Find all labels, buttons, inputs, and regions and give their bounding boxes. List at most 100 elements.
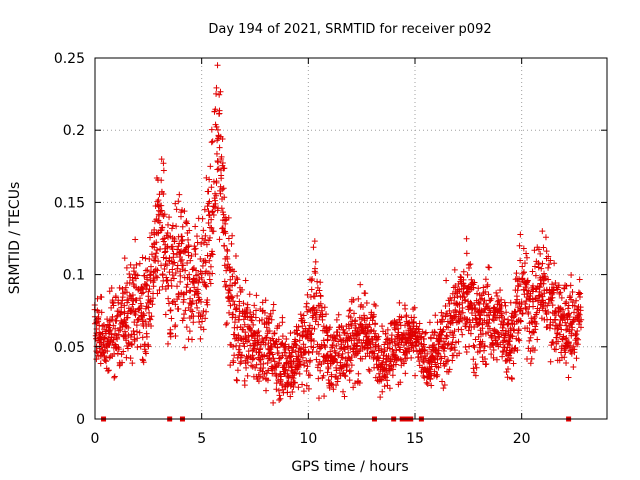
data-point: [167, 307, 174, 314]
data-point: [484, 302, 491, 309]
data-point: [229, 294, 236, 301]
data-point: [172, 332, 179, 339]
data-point: [292, 348, 299, 355]
data-point: [261, 351, 268, 358]
data-point: [106, 341, 113, 348]
data-point: [116, 284, 123, 291]
data-point: [225, 214, 232, 221]
y-tick-label: 0.25: [54, 51, 85, 67]
data-point: [481, 342, 488, 349]
data-point: [275, 387, 282, 394]
data-point: [310, 244, 317, 251]
data-point: [230, 357, 237, 364]
data-point: [473, 290, 480, 297]
data-point: [420, 336, 427, 343]
data-point: [303, 382, 310, 389]
data-point: [371, 350, 378, 357]
data-point: [140, 289, 147, 296]
data-point: [482, 288, 489, 295]
data-point: [195, 290, 202, 297]
data-point: [301, 319, 308, 326]
data-point: [563, 282, 570, 289]
data-point: [575, 291, 582, 298]
data-point: [300, 312, 307, 319]
data-point: [131, 319, 138, 326]
data-point: [415, 326, 422, 333]
data-point: [506, 357, 513, 364]
data-point: [568, 272, 575, 279]
data-point: [133, 297, 140, 304]
data-point: [203, 241, 210, 248]
data-point: [363, 299, 370, 306]
data-point: [470, 365, 477, 372]
data-point: [173, 206, 180, 213]
data-point: [213, 90, 220, 97]
data-point: [426, 319, 433, 326]
data-point: [299, 354, 306, 361]
data-point: [189, 308, 196, 315]
data-point: [494, 293, 501, 299]
data-point: [251, 345, 258, 352]
data-point: [177, 278, 184, 285]
data-point: [208, 126, 215, 133]
data-point: [314, 278, 321, 285]
data-point: [150, 269, 157, 276]
data-point: [191, 292, 198, 299]
data-point: [97, 360, 104, 367]
data-point: [133, 261, 140, 268]
data-point: [497, 287, 504, 294]
data-point: [539, 260, 546, 267]
data-point: [556, 321, 563, 328]
data-point: [287, 353, 294, 360]
data-point: [355, 330, 362, 337]
data-point: [530, 329, 537, 336]
data-point: [209, 248, 216, 255]
data-point: [155, 258, 162, 265]
data-point: [447, 345, 454, 352]
data-point: [270, 399, 277, 406]
data-point: [132, 311, 139, 318]
data-point: [256, 332, 263, 339]
data-point: [146, 285, 153, 292]
data-point: [183, 324, 190, 331]
data-point: [130, 327, 137, 334]
data-point: [392, 326, 399, 333]
data-point: [263, 387, 270, 394]
data-point: [270, 307, 277, 314]
data-point: [422, 329, 429, 336]
data-point: [110, 336, 117, 343]
data-point: [308, 337, 315, 344]
data-point: [165, 340, 172, 347]
data-point: [306, 325, 313, 332]
data-point: [262, 341, 269, 348]
data-point: [211, 204, 218, 211]
data-point: [147, 277, 154, 284]
data-point: [204, 301, 211, 308]
data-point: [566, 310, 573, 317]
data-point: [226, 287, 233, 294]
data-point: [438, 355, 445, 362]
data-point: [562, 282, 569, 289]
data-point: [523, 254, 530, 261]
data-point: [522, 304, 529, 311]
data-point: [188, 252, 195, 259]
data-point: [122, 284, 129, 291]
data-point: [148, 313, 155, 320]
data-point: [247, 309, 254, 316]
data-point: [202, 315, 209, 322]
data-point: [231, 301, 238, 308]
data-point: [364, 315, 371, 322]
data-point: [484, 283, 491, 290]
data-point: [411, 304, 418, 311]
data-point: [219, 186, 226, 193]
data-point: [440, 344, 447, 351]
data-point: [578, 316, 585, 323]
data-point: [378, 345, 385, 352]
data-point: [487, 309, 494, 316]
data-point: [501, 299, 508, 306]
data-point: [480, 284, 487, 291]
data-point: [234, 276, 241, 283]
data-point: [509, 333, 516, 340]
data-point: [122, 322, 129, 329]
data-point: [133, 322, 140, 329]
